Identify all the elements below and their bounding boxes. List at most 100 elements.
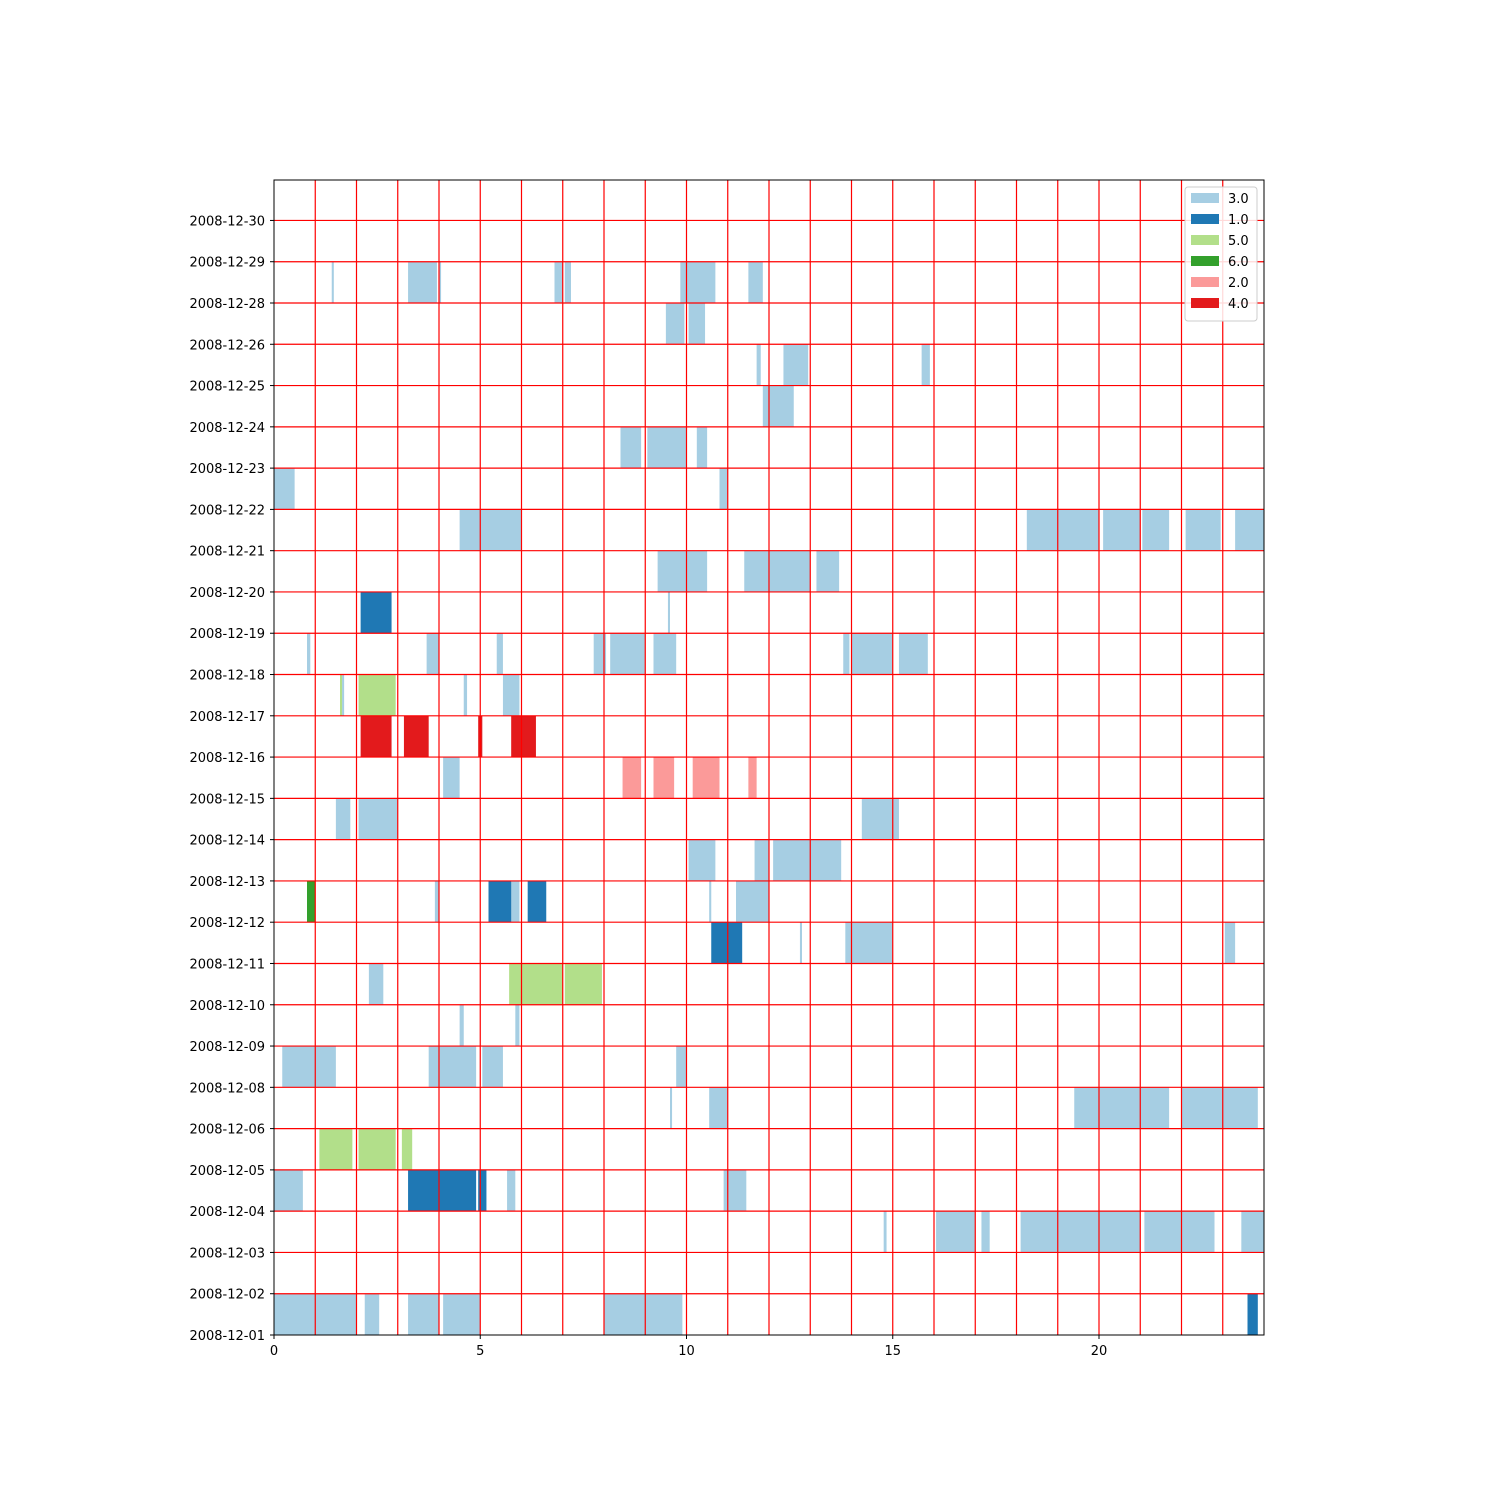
- bar-segment: [816, 550, 840, 592]
- bar-segment: [921, 344, 930, 386]
- bar-segment: [799, 922, 802, 964]
- y-tick-label: 2008-12-20: [189, 586, 265, 601]
- plot-area: 2008-12-01 2008-12-02 2008-12-03 2008-12-04…: [189, 179, 1265, 1359]
- bar-segment: [509, 963, 563, 1005]
- bar-segment: [1247, 1293, 1258, 1335]
- bar-segment: [282, 1046, 336, 1088]
- bar-segment: [340, 674, 343, 716]
- bar-segment: [463, 674, 468, 716]
- bar-segment: [748, 757, 757, 799]
- bar-segment: [358, 674, 396, 716]
- y-tick-label: 2008-12-17: [189, 710, 265, 725]
- bar-segment: [443, 757, 460, 799]
- bar-segment: [657, 550, 708, 592]
- bar-segment: [723, 1169, 747, 1212]
- bar-segment: [360, 715, 392, 758]
- bar-segment: [488, 880, 512, 923]
- bar-segment: [709, 880, 712, 923]
- legend-swatch: [1191, 256, 1219, 266]
- bar-segment: [1185, 509, 1221, 551]
- bar-segment: [428, 1046, 477, 1088]
- bar-segment: [1103, 509, 1141, 551]
- bar-segment: [1020, 1211, 1141, 1253]
- bar-segment: [360, 591, 392, 634]
- legend-label: 3.0: [1228, 192, 1249, 207]
- y-tick-label: 2008-12-10: [189, 999, 265, 1014]
- bar-segment: [335, 798, 351, 840]
- y-tick-label: 2008-12-15: [189, 792, 265, 807]
- y-tick-label: 2008-12-22: [189, 503, 265, 518]
- bar-segment: [1142, 509, 1170, 551]
- y-tick-label: 2008-12-03: [189, 1246, 265, 1261]
- bar-segment: [692, 757, 720, 799]
- bar-segment: [622, 757, 642, 799]
- bar-segment: [773, 839, 842, 881]
- bar-segment: [754, 839, 769, 881]
- y-tick-label: 2008-12-01: [189, 1329, 265, 1344]
- x-tick-label: 20: [1091, 1344, 1108, 1359]
- bar-segment: [478, 1169, 487, 1212]
- bar-segment: [342, 674, 345, 716]
- bar-segment: [426, 633, 439, 675]
- bar-segment: [434, 880, 439, 923]
- legend-swatch: [1191, 298, 1219, 308]
- bar-segment: [368, 963, 384, 1005]
- legend-label: 5.0: [1228, 234, 1249, 249]
- bar-segment: [527, 880, 547, 923]
- legend-swatch: [1191, 235, 1219, 245]
- bar-segment: [358, 798, 398, 840]
- bar-segment: [507, 1169, 516, 1212]
- bar-segment: [653, 633, 677, 675]
- bar-segment: [459, 509, 522, 551]
- bar-segment: [647, 426, 687, 469]
- bar-segment: [783, 344, 809, 386]
- bar-segment: [274, 468, 295, 510]
- legend-label: 1.0: [1228, 213, 1249, 228]
- bar-segment: [620, 426, 642, 469]
- y-tick-label: 2008-12-18: [189, 669, 265, 684]
- legend-swatch: [1191, 193, 1219, 203]
- bar-segment: [936, 1211, 976, 1253]
- bar-segment: [1144, 1211, 1215, 1253]
- bar-segment: [667, 591, 670, 634]
- bar-segment: [1026, 509, 1099, 551]
- y-tick-label: 2008-12-11: [189, 957, 265, 972]
- legend-swatch: [1191, 214, 1219, 224]
- y-tick-label: 2008-12-21: [189, 545, 265, 560]
- legend-swatch: [1191, 277, 1219, 287]
- bar-segment: [748, 261, 763, 303]
- bar-segment: [843, 633, 850, 675]
- x-tick-label: 15: [884, 1344, 901, 1359]
- x-tick-label: 5: [476, 1344, 484, 1359]
- bar-segment: [307, 880, 316, 923]
- bar-segment: [408, 1169, 477, 1212]
- bar-segment: [358, 1128, 396, 1170]
- y-tick-label: 2008-12-26: [189, 338, 265, 353]
- bar-segment: [1235, 509, 1264, 551]
- bar-segment: [1241, 1211, 1264, 1253]
- bar-segment: [981, 1211, 990, 1253]
- bar-segment: [1074, 1087, 1170, 1129]
- bar-segment: [670, 1087, 673, 1129]
- bar-segment: [443, 1293, 481, 1335]
- bar-segment: [515, 1004, 520, 1047]
- bar-segment: [496, 633, 503, 675]
- bar-segment: [1181, 1087, 1258, 1129]
- y-tick-label: 2008-12-24: [189, 421, 265, 436]
- bar-segment: [408, 261, 437, 303]
- y-tick-label: 2008-12-25: [189, 380, 265, 395]
- y-tick-label: 2008-12-09: [189, 1040, 265, 1055]
- bar-segment: [756, 344, 761, 386]
- bar-segment: [482, 1046, 503, 1088]
- y-tick-label: 2008-12-30: [189, 214, 265, 229]
- legend-label: 6.0: [1228, 255, 1249, 270]
- x-tick-label: 0: [270, 1344, 278, 1359]
- bar-segment: [680, 261, 716, 303]
- y-tick-label: 2008-12-14: [189, 834, 265, 849]
- y-tick-label: 2008-12-23: [189, 462, 265, 477]
- bar-segment: [459, 1004, 464, 1047]
- bar-segment: [564, 963, 602, 1005]
- y-tick-label: 2008-12-16: [189, 751, 265, 766]
- bar-segment: [554, 261, 563, 303]
- bar-segment: [744, 550, 811, 592]
